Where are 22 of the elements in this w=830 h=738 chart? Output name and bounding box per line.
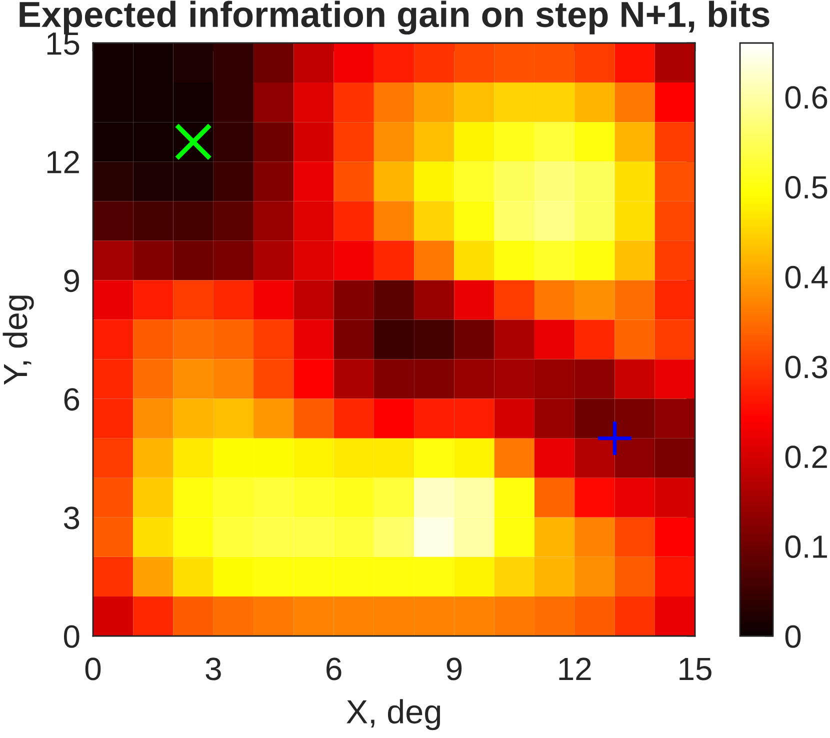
- chart-title: Expected information gain on step N+1, bits: [20, 0, 770, 35]
- y-tick-label: 6: [64, 388, 80, 411]
- x-tick-label: 3: [206, 658, 221, 680]
- color-bar-label: 0.6: [785, 86, 828, 109]
- color-bar-label: 0.3: [785, 356, 828, 378]
- x-tick-label: 9: [446, 658, 462, 680]
- color-bar-label: 0.2: [785, 446, 827, 468]
- color-bar-label: 0.1: [785, 535, 827, 558]
- x-tick-label: 15: [680, 658, 712, 680]
- color-bar-label: 0.4: [785, 266, 828, 288]
- y-tick-label: 0: [64, 625, 80, 648]
- color-bar-label: 0: [785, 625, 801, 648]
- x-tick-label: 6: [326, 658, 342, 680]
- y-tick-label: 9: [64, 269, 79, 292]
- color-bar-label: 0.5: [785, 176, 828, 199]
- y-tick-label: 12: [47, 150, 79, 174]
- y-tick-label: 3: [64, 506, 80, 530]
- x-tick-label: 0: [85, 658, 101, 680]
- x-tick-label: 12: [559, 658, 591, 680]
- y-tick-label: 15: [47, 32, 80, 55]
- x-axis-title: X, deg: [346, 699, 440, 730]
- y-axis-title: Y, deg: [2, 296, 34, 385]
